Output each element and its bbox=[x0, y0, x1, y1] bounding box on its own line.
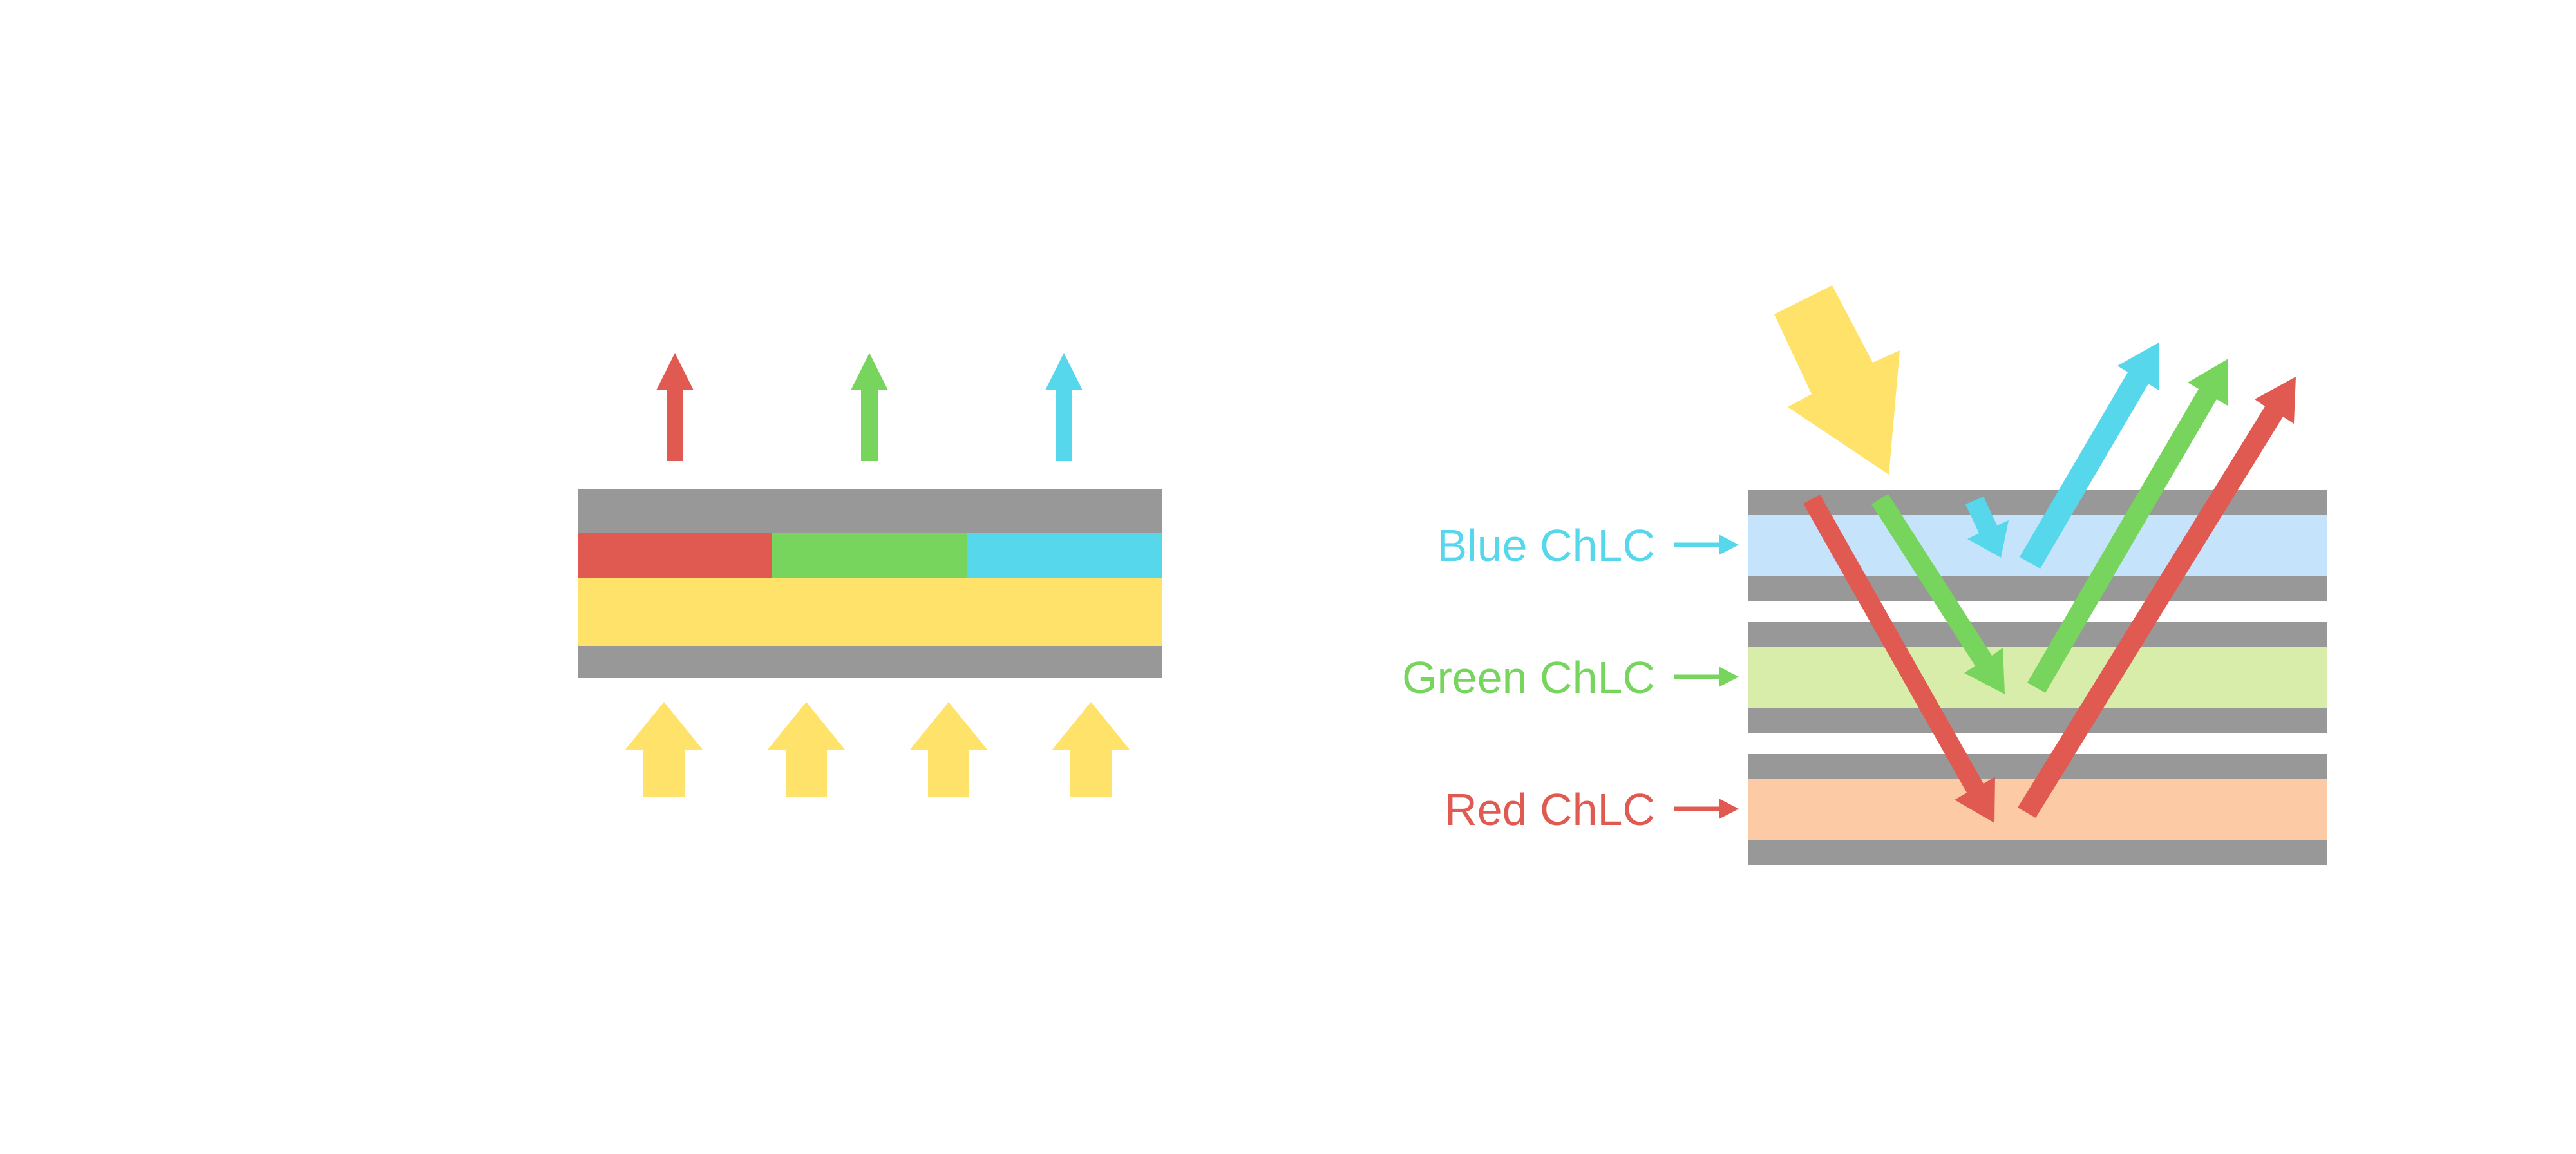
blue-chlc-label: Blue ChLC bbox=[1437, 520, 1655, 571]
substrate-bar bbox=[1748, 754, 2327, 779]
blue-label-pointer-arrow-icon bbox=[1674, 534, 1739, 555]
backlight-layer bbox=[578, 578, 1162, 646]
green-label-pointer-arrow-icon bbox=[1674, 667, 1739, 687]
top-substrate-layer bbox=[578, 489, 1162, 533]
red-label-pointer-arrow-icon bbox=[1674, 799, 1739, 819]
green-ray-down-arrow-icon bbox=[1871, 494, 2005, 694]
reflective-chlc-stack-diagram: Blue ChLC Green ChLC Red ChLC bbox=[1402, 285, 2327, 865]
substrate-bar bbox=[1748, 840, 2327, 865]
substrate-bar bbox=[1748, 576, 2327, 601]
red-emitted-light-arrow-icon bbox=[656, 353, 694, 461]
red-chlc-label: Red ChLC bbox=[1444, 784, 1655, 835]
substrate-bar bbox=[1748, 708, 2327, 733]
green-reflected-arrow-icon bbox=[2027, 359, 2228, 693]
backlight-arrow-icon bbox=[625, 702, 703, 797]
green-chlc-label: Green ChLC bbox=[1402, 652, 1655, 703]
green-emitted-light-arrow-icon bbox=[851, 353, 888, 461]
incident-light-arrow-icon bbox=[1774, 285, 1900, 475]
transmissive-display-diagram bbox=[578, 353, 1162, 797]
backlight-arrow-icon bbox=[910, 702, 987, 797]
cyan-emitted-light-arrow-icon bbox=[1045, 353, 1083, 461]
red-reflected-arrow-icon bbox=[2018, 377, 2296, 818]
bottom-substrate-layer bbox=[578, 646, 1162, 678]
blue-reflected-arrow-icon bbox=[2020, 343, 2159, 569]
red-ray-down-arrow-icon bbox=[1803, 495, 1995, 823]
substrate-bar bbox=[1748, 622, 2327, 647]
blue-ray-down-arrow-icon bbox=[1965, 497, 2009, 558]
backlight-arrow-icon bbox=[1052, 702, 1130, 797]
green-filter-segment bbox=[772, 533, 967, 578]
cyan-filter-segment bbox=[967, 533, 1162, 578]
backlight-arrow-icon bbox=[768, 702, 845, 797]
red-filter-segment bbox=[578, 533, 772, 578]
substrate-bar bbox=[1748, 490, 2327, 515]
